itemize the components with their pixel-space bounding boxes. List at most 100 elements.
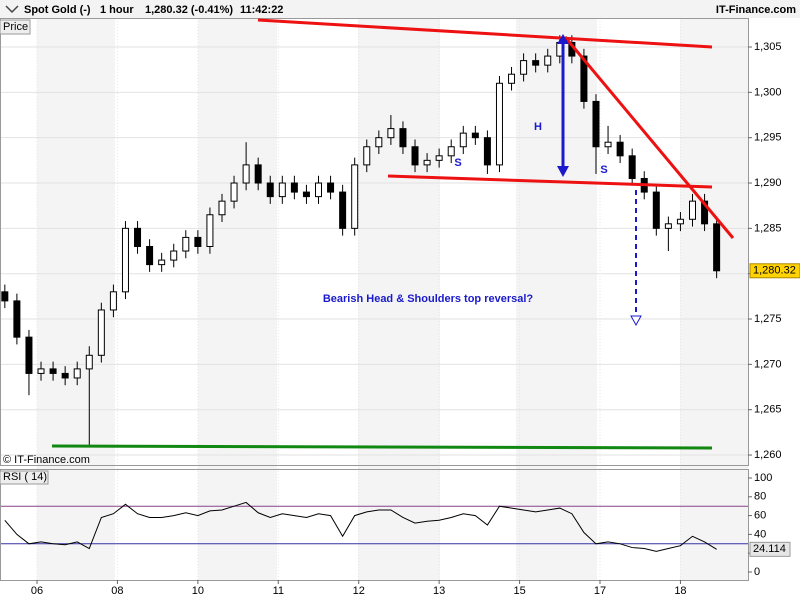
candle-body	[1, 291, 9, 302]
rsi-frame	[0, 469, 749, 581]
candle-body	[423, 159, 431, 166]
last-price-label: 1,280.32	[753, 265, 796, 277]
candle-body	[532, 60, 540, 66]
candle-body	[351, 164, 359, 229]
candle-body	[134, 227, 142, 247]
menu-icon[interactable]	[5, 5, 19, 14]
candle-body	[676, 218, 684, 225]
candle-body	[713, 223, 721, 272]
candle-body	[435, 155, 443, 161]
last-rsi-box	[749, 541, 791, 557]
candle-body	[327, 182, 335, 193]
x-tick-label: 17	[594, 585, 606, 597]
annotation: H	[534, 121, 542, 133]
time: 11:42:22	[240, 4, 283, 16]
last-rsi-label: 24.114	[753, 543, 786, 555]
y-tick-label: 40	[754, 528, 766, 540]
candle-body	[580, 55, 588, 102]
candle-body	[230, 182, 238, 202]
x-tick-label: 11	[273, 585, 284, 597]
candle-body	[25, 336, 33, 374]
candle-body	[73, 368, 81, 379]
candle-body	[315, 182, 323, 198]
candle-body	[278, 182, 286, 198]
candle-body	[387, 128, 395, 139]
candle-body	[363, 146, 371, 166]
x-tick-label: 13	[433, 585, 445, 597]
y-tick-label: 1,265	[754, 404, 782, 416]
candle-body	[146, 245, 154, 266]
candle-body	[218, 200, 226, 216]
candle-body	[109, 291, 117, 311]
candle-body	[411, 146, 419, 166]
last-change: 1,280.32 (-0.41%)	[145, 4, 233, 16]
candle-body	[206, 214, 214, 247]
trend-lines	[51, 18, 735, 450]
y-tick-label: 80	[754, 491, 766, 503]
y-tick-label: 60	[754, 510, 766, 522]
x-tick-label: 10	[192, 585, 204, 597]
y-tick-label: 1,260	[754, 449, 782, 461]
candle-body	[459, 132, 467, 148]
candle-body	[375, 137, 383, 148]
x-tick-label: 06	[31, 585, 43, 597]
candle-body	[194, 236, 202, 247]
candle-body	[508, 73, 516, 84]
candle-body	[664, 223, 672, 229]
brand: IT-Finance.com	[716, 4, 796, 16]
x-tick-label: 15	[513, 585, 525, 597]
annotation: S	[454, 157, 461, 169]
candle-body	[37, 368, 45, 374]
y-tick-label: 0	[754, 566, 760, 578]
candle-body	[13, 300, 21, 338]
candle-body	[592, 100, 600, 148]
annotation: Bearish Head & Shoulders top reversal?	[323, 293, 534, 305]
x-tick-label: 08	[111, 585, 123, 597]
candle-body	[85, 354, 93, 370]
y-tick-label: 1,275	[754, 313, 782, 325]
candle-body	[471, 132, 479, 139]
candle-body	[652, 191, 660, 229]
candle-body	[242, 164, 250, 184]
candle-body	[483, 137, 491, 166]
candle-body	[628, 155, 636, 179]
price-frame	[0, 18, 749, 466]
candle-body	[61, 372, 69, 379]
instrument: Spot Gold (-)	[24, 4, 91, 16]
candle-body	[121, 227, 129, 293]
candle-body	[447, 146, 455, 157]
y-tick-label: 1,300	[754, 86, 782, 98]
x-tick-label: 18	[674, 585, 686, 597]
candle-body	[544, 55, 552, 66]
interval: 1 hour	[100, 4, 134, 16]
candle-body	[604, 141, 612, 148]
candle-body	[182, 236, 190, 252]
candle-body	[339, 191, 347, 229]
candle-body	[689, 200, 697, 220]
candle-body	[97, 309, 105, 356]
rsi-line	[4, 501, 717, 552]
panel-label-box	[0, 19, 31, 35]
y-tick-label: 1,285	[754, 222, 782, 234]
candle-body	[158, 259, 166, 266]
candle-body	[49, 368, 57, 374]
annotation: S	[600, 164, 607, 176]
y-tick-label: 1,270	[754, 358, 782, 370]
candle-body	[290, 182, 298, 193]
candle-body	[170, 250, 178, 261]
rsi-title: RSI ( 14)	[3, 471, 47, 483]
x-tick-label: 12	[353, 585, 365, 597]
y-tick-label: 1,295	[754, 132, 782, 144]
rsi-label-box	[0, 470, 49, 485]
copyright: © IT-Finance.com	[3, 454, 90, 466]
candle-body	[616, 141, 624, 157]
day-stripes	[37, 18, 748, 580]
candle-body	[254, 164, 262, 184]
last-price-box	[749, 263, 800, 279]
candle-body	[520, 60, 528, 75]
header-bar	[0, 0, 800, 18]
y-tick-label: 1,290	[754, 177, 782, 189]
panel-label: Price	[3, 21, 28, 33]
candle-body	[701, 200, 709, 225]
